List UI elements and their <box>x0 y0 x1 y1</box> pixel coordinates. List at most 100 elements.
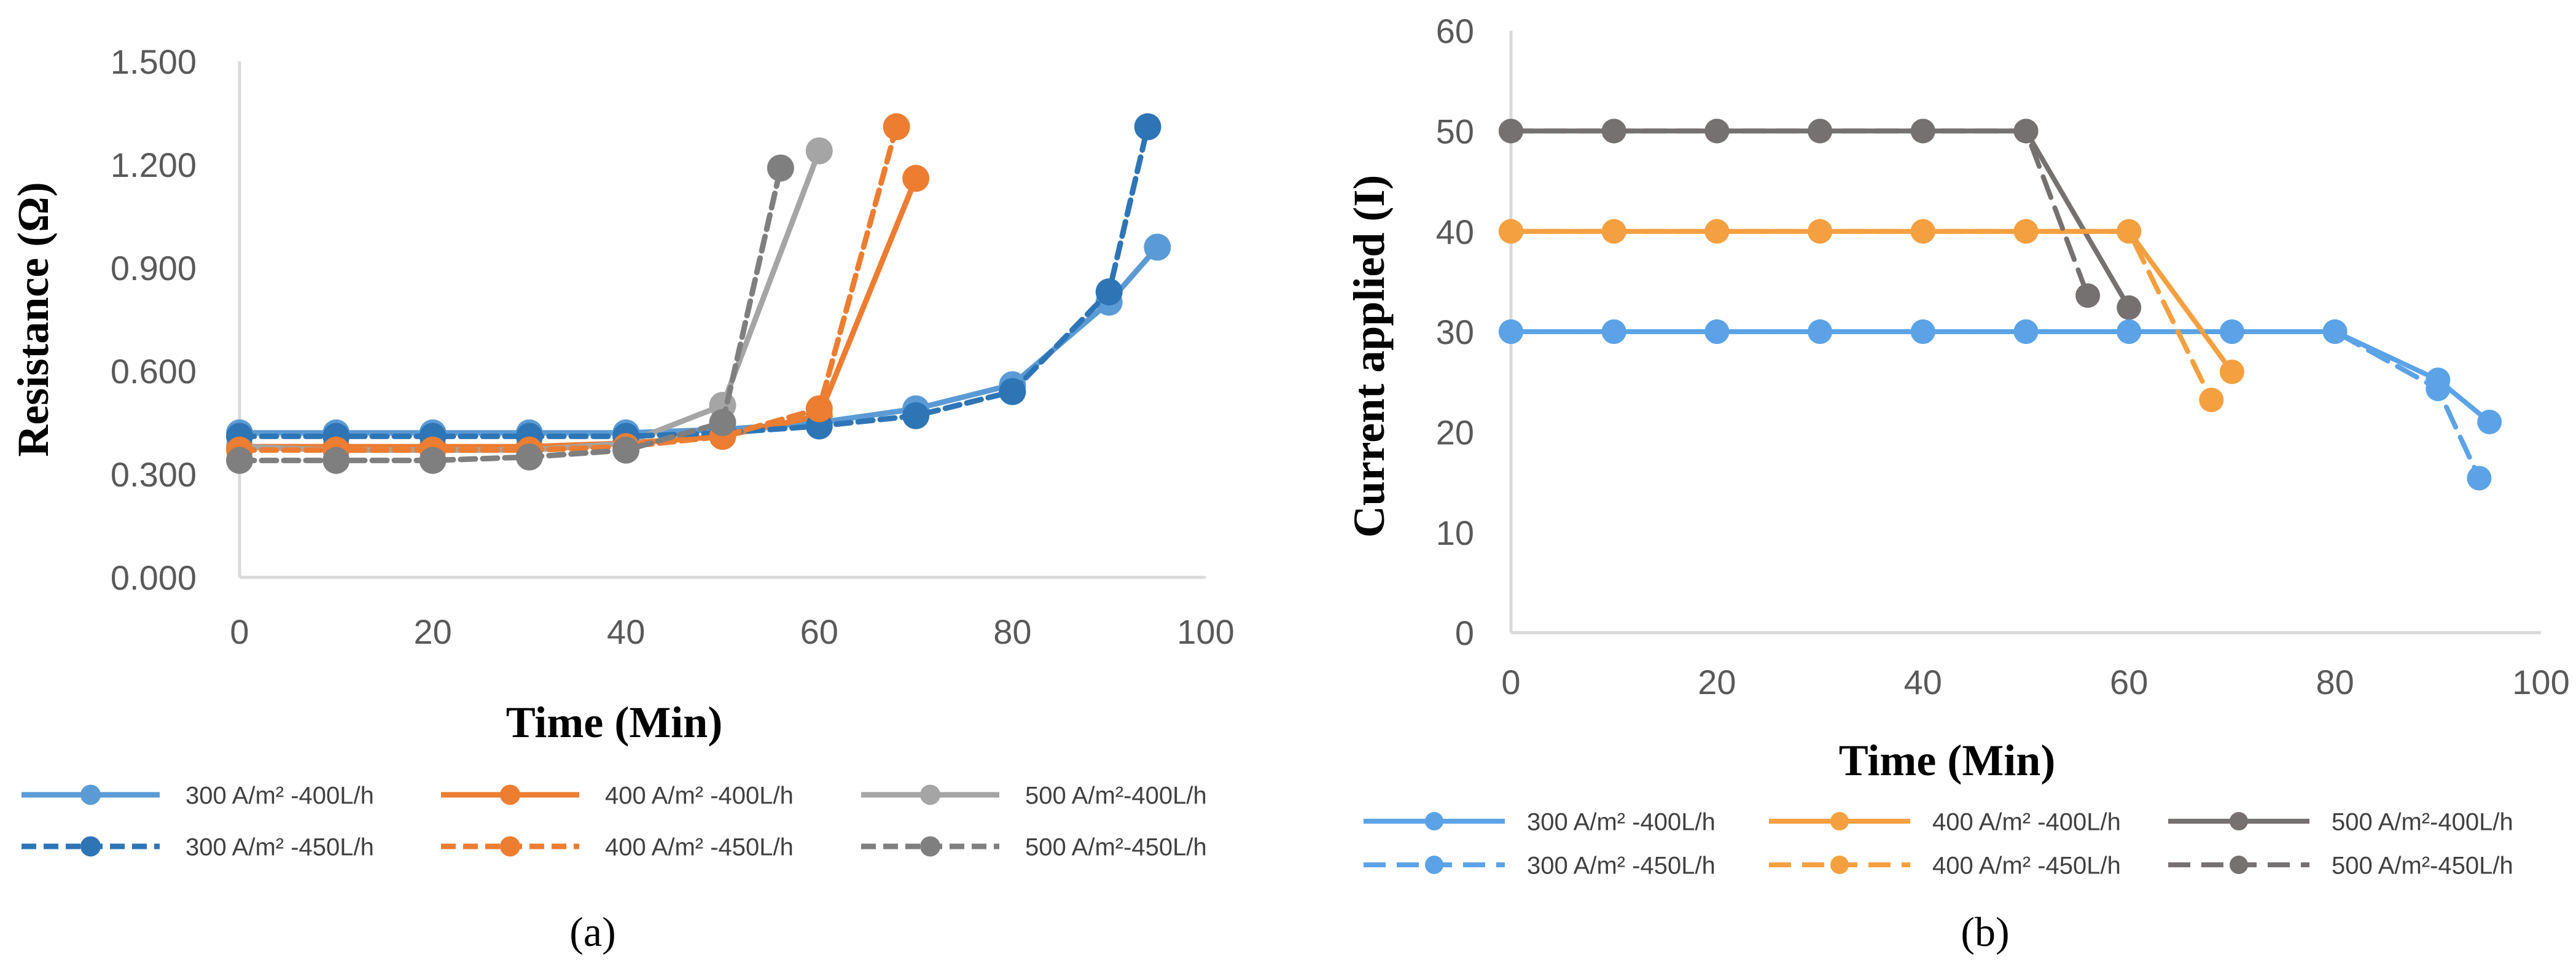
data-point <box>2013 319 2039 344</box>
data-point <box>2117 295 2142 320</box>
y-tick-label: 1.500 <box>111 42 197 81</box>
legend-item: 300 A/m² -400L/h <box>21 782 374 809</box>
legend-swatch-marker <box>1830 812 1849 830</box>
data-point <box>1601 119 1626 144</box>
series-5 <box>1499 219 2224 413</box>
data-point <box>1499 219 1523 244</box>
x-tick-label: 20 <box>1698 663 1736 701</box>
y-tick-label: 0 <box>1455 614 1474 652</box>
data-point <box>805 137 833 165</box>
data-point <box>1704 119 1730 144</box>
data-point <box>1910 319 1935 344</box>
legend-swatch-marker <box>80 784 101 805</box>
data-point <box>1704 219 1730 244</box>
y-tick-label: 20 <box>1436 413 1474 451</box>
legend-item: 500 A/m²-400L/h <box>861 782 1207 809</box>
legend-swatch-marker <box>920 784 940 805</box>
y-tick-label: 0.600 <box>111 352 197 391</box>
data-point <box>1499 319 1523 344</box>
data-point <box>322 447 350 474</box>
data-point <box>1134 113 1161 141</box>
series-6 <box>226 154 794 474</box>
y-axis-title: Resistance (Ω) <box>9 182 58 457</box>
x-tick-label: 80 <box>993 612 1031 651</box>
legend-swatch-marker <box>2230 856 2248 874</box>
data-point <box>2013 219 2039 244</box>
y-tick-label: 50 <box>1436 112 1474 150</box>
panel-a: 0.000 0.300 0.600 0.900 1.200 1.500 0 20 40 60 80 1… <box>9 42 1235 955</box>
data-point <box>2219 319 2244 344</box>
x-tick-label: 40 <box>607 612 645 651</box>
y-tick-label: 60 <box>1436 12 1474 50</box>
legend-label: 500 A/m²-450L/h <box>1025 834 1207 861</box>
series-line <box>1509 228 2214 403</box>
data-point <box>419 447 447 474</box>
legend-label: 400 A/m² -400L/h <box>1932 808 2121 835</box>
legend-item: 400 A/m² -400L/h <box>441 782 794 809</box>
data-point <box>1144 233 1171 261</box>
y-tick-label: 0.300 <box>111 455 197 494</box>
legend-label: 300 A/m² -450L/h <box>1527 852 1715 879</box>
legend-label: 400 A/m² -400L/h <box>605 782 794 809</box>
data-point <box>2322 319 2348 344</box>
data-point <box>2426 377 2451 402</box>
data-point <box>515 443 543 470</box>
data-point <box>2075 283 2101 308</box>
legend-swatch-marker <box>1425 856 1443 874</box>
legend-label: 500 A/m²-450L/h <box>2332 852 2513 879</box>
data-point <box>902 402 930 429</box>
series-4 <box>226 113 1161 450</box>
y-tick-label: 0.000 <box>111 558 197 597</box>
series-line <box>236 123 1151 439</box>
x-tick-label: 60 <box>800 612 838 651</box>
data-point <box>226 447 253 474</box>
legend-label: 400 A/m² -450L/h <box>1932 852 2121 879</box>
y-tick-label: 1.200 <box>111 146 197 184</box>
panel-b: 0 10 20 30 40 50 60 0 20 40 60 80 100 Time (Min) Curre… <box>1345 12 2570 955</box>
data-point <box>1601 219 1626 244</box>
x-tick-label: 100 <box>1177 612 1234 651</box>
data-point <box>2013 119 2039 144</box>
legend-item: 500 A/m²-400L/h <box>2168 808 2513 835</box>
legend-item: 400 A/m² -400L/h <box>1769 808 2121 835</box>
legend-label: 500 A/m²-400L/h <box>2332 808 2513 835</box>
legend: 300 A/m² -400L/h 400 A/m² -400L/h 500 A/m²… <box>1364 808 2513 879</box>
x-axis-title: Time (Min) <box>1839 736 2056 785</box>
data-point <box>2467 466 2492 491</box>
x-axis-title: Time (Min) <box>506 698 723 747</box>
data-point <box>1601 319 1626 344</box>
data-point <box>2117 319 2142 344</box>
series-1 <box>1499 319 2502 434</box>
series-line <box>236 123 900 453</box>
panel-label: (a) <box>569 908 615 955</box>
data-point <box>1910 119 1935 144</box>
legend-item: 300 A/m² -400L/h <box>1364 808 1715 835</box>
data-point <box>767 154 794 182</box>
x-tick-label: 40 <box>1904 663 1942 701</box>
series-line <box>1509 329 2492 424</box>
legend-item: 300 A/m² -450L/h <box>1364 852 1715 879</box>
series-5 <box>226 113 910 464</box>
legend-swatch-marker <box>920 836 940 857</box>
legend-swatch-marker <box>500 784 520 805</box>
data-point <box>1808 119 1833 144</box>
legend-item: 500 A/m²-450L/h <box>861 834 1207 861</box>
legend-label: 400 A/m² -450L/h <box>605 834 794 861</box>
legend-swatch-marker <box>500 836 520 857</box>
legend-label: 300 A/m² -400L/h <box>1527 808 1715 835</box>
legend-item: 500 A/m²-450L/h <box>2168 852 2513 879</box>
series-line <box>1509 329 2482 481</box>
x-tick-label: 60 <box>2110 663 2148 701</box>
series-6 <box>1499 119 2101 308</box>
x-tick-label: 80 <box>2316 663 2354 701</box>
legend-swatch-marker <box>2230 812 2248 830</box>
y-tick-label: 40 <box>1436 213 1474 251</box>
series-line <box>1509 128 2091 299</box>
series-4 <box>1499 319 2492 491</box>
legend-label: 500 A/m²-400L/h <box>1025 782 1207 809</box>
data-point <box>2477 410 2502 434</box>
x-tick-label: 100 <box>2512 663 2569 701</box>
legend-swatch-marker <box>80 836 101 857</box>
legend-swatch-marker <box>1425 812 1443 830</box>
panel-label: (b) <box>1961 908 2009 955</box>
